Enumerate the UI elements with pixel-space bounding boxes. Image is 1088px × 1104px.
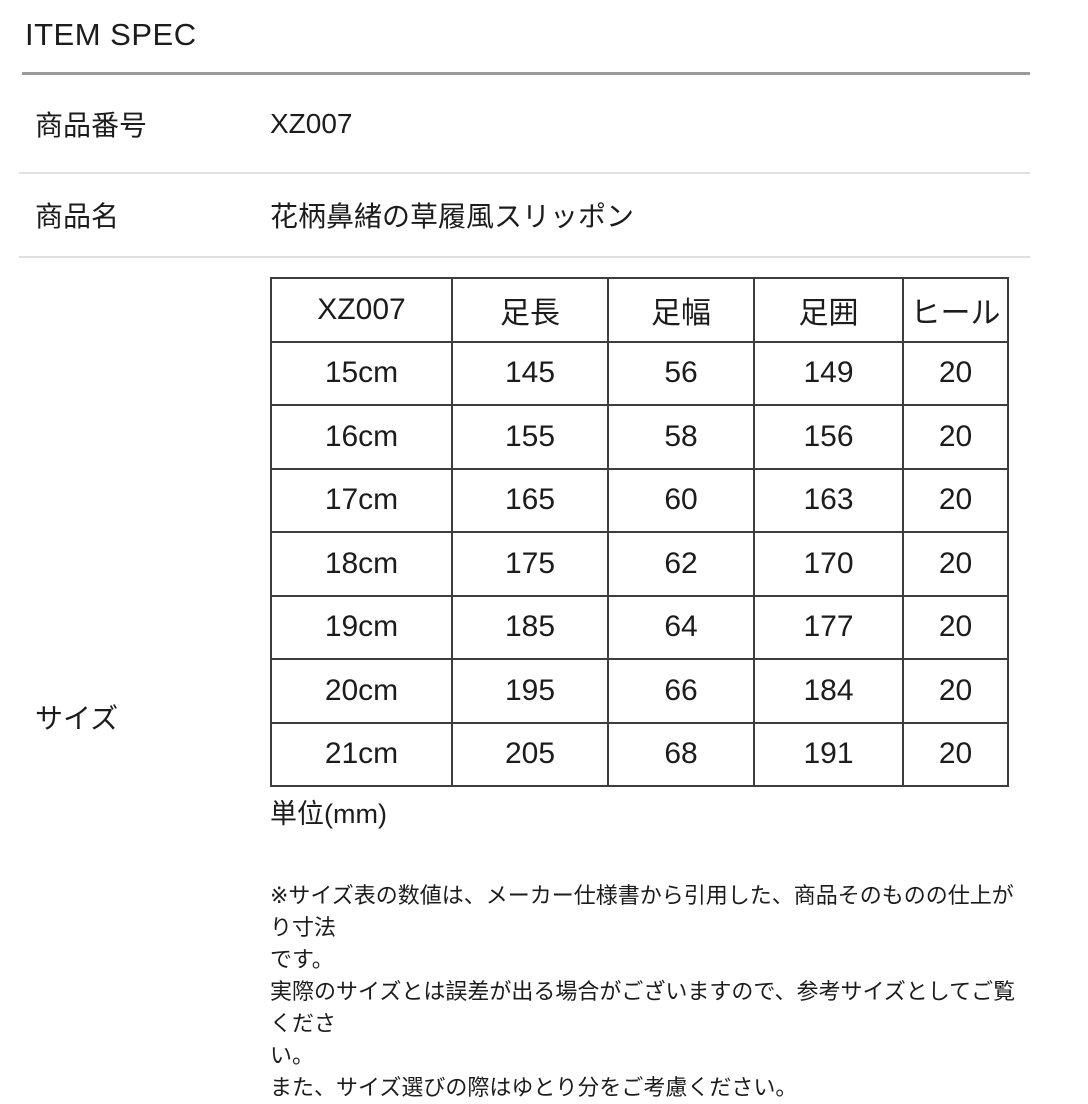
size-table-cell: 155 bbox=[451, 404, 609, 470]
size-table-header-cell: 足幅 bbox=[607, 277, 755, 343]
size-table-cell: 17cm bbox=[270, 467, 453, 533]
product-number-label: 商品番号 bbox=[35, 109, 148, 141]
size-table-cell: 185 bbox=[451, 594, 609, 660]
size-table-cell: 16cm bbox=[270, 404, 453, 470]
size-table-cell: 165 bbox=[451, 467, 609, 533]
size-table-header-cell: 足囲 bbox=[753, 277, 904, 343]
size-table-cell: 163 bbox=[753, 467, 904, 533]
product-number-value: XZ007 bbox=[270, 107, 353, 139]
size-table-header-cell: 足長 bbox=[451, 277, 609, 343]
size-table-cell: 62 bbox=[607, 531, 755, 597]
size-table-cell: 20 bbox=[902, 404, 1009, 470]
size-table-row: 19cm 185 64 177 20 bbox=[270, 594, 1009, 660]
size-table-cell: 68 bbox=[607, 721, 755, 787]
size-table-row: 21cm 205 68 191 20 bbox=[270, 721, 1009, 787]
size-table-cell: 156 bbox=[753, 404, 904, 470]
note-line: ※サイズ表の数値は、メーカー仕様書から引用した、商品そのものの仕上がり寸法 bbox=[270, 883, 1014, 940]
size-table-header-row: XZ007 足長 足幅 足囲 ヒール bbox=[270, 277, 1009, 343]
size-table-cell: 64 bbox=[607, 594, 755, 660]
size-table-cell: 20 bbox=[902, 340, 1009, 406]
size-table-header-cell: ヒール bbox=[902, 277, 1009, 343]
note-line: また、サイズ選びの際はゆとり分をご考慮ください。 bbox=[270, 1075, 798, 1100]
size-table-cell: 20 bbox=[902, 658, 1009, 724]
size-table-cell: 20 bbox=[902, 594, 1009, 660]
section-divider bbox=[22, 72, 1030, 75]
size-notes: ※サイズ表の数値は、メーカー仕様書から引用した、商品そのものの仕上がり寸法 です… bbox=[270, 880, 1030, 1104]
spec-row-product-name: 商品名 花柄鼻緒の草履風スリッポン bbox=[19, 174, 1030, 258]
size-table-cell: 18cm bbox=[270, 531, 453, 597]
size-table-cell: 149 bbox=[753, 340, 904, 406]
unit-label: 単位(mm) bbox=[270, 799, 387, 829]
size-table-cell: 191 bbox=[753, 721, 904, 787]
size-table-cell: 58 bbox=[607, 404, 755, 470]
size-table: XZ007 足長 足幅 足囲 ヒール 15cm 145 56 149 20 bbox=[270, 277, 1009, 787]
size-content: XZ007 足長 足幅 足囲 ヒール 15cm 145 56 149 20 bbox=[270, 258, 1030, 1104]
section-title: ITEM SPEC bbox=[25, 17, 197, 52]
product-name-value: 花柄鼻緒の草履風スリッポン bbox=[270, 201, 635, 232]
size-table-cell: 56 bbox=[607, 340, 755, 406]
note-line: 実際のサイズとは誤差が出る場合がございますので、参考サイズとしてご覧くださ bbox=[270, 979, 1016, 1036]
note-line: です。 bbox=[270, 947, 334, 972]
product-name-label: 商品名 bbox=[35, 201, 120, 232]
size-table-cell: 20cm bbox=[270, 658, 453, 724]
size-table-cell: 177 bbox=[753, 594, 904, 660]
size-table-row: 18cm 175 62 170 20 bbox=[270, 531, 1009, 597]
size-table-row: 17cm 165 60 163 20 bbox=[270, 467, 1009, 533]
size-table-cell: 145 bbox=[451, 340, 609, 406]
size-table-cell: 19cm bbox=[270, 594, 453, 660]
size-table-cell: 60 bbox=[607, 467, 755, 533]
spec-row-size: サイズ XZ007 足長 足幅 足囲 ヒール bbox=[19, 258, 1030, 1104]
note-line: い。 bbox=[270, 1043, 315, 1068]
size-table-header-cell: XZ007 bbox=[270, 277, 453, 343]
size-table-cell: 66 bbox=[607, 658, 755, 724]
size-table-cell: 175 bbox=[451, 531, 609, 597]
size-table-cell: 205 bbox=[451, 721, 609, 787]
size-label-wrap: サイズ bbox=[35, 258, 270, 1104]
size-table-cell: 21cm bbox=[270, 721, 453, 787]
size-table-row: 15cm 145 56 149 20 bbox=[270, 340, 1009, 406]
size-table-row: 16cm 155 58 156 20 bbox=[270, 404, 1009, 470]
size-table-cell: 15cm bbox=[270, 340, 453, 406]
size-table-cell: 20 bbox=[902, 721, 1009, 787]
size-table-cell: 184 bbox=[753, 658, 904, 724]
size-label: サイズ bbox=[35, 703, 119, 734]
spec-row-product-number: 商品番号 XZ007 bbox=[19, 75, 1030, 174]
size-table-cell: 20 bbox=[902, 467, 1009, 533]
size-table-cell: 195 bbox=[451, 658, 609, 724]
size-table-cell: 20 bbox=[902, 531, 1009, 597]
size-table-cell: 170 bbox=[753, 531, 904, 597]
size-table-row: 20cm 195 66 184 20 bbox=[270, 658, 1009, 724]
